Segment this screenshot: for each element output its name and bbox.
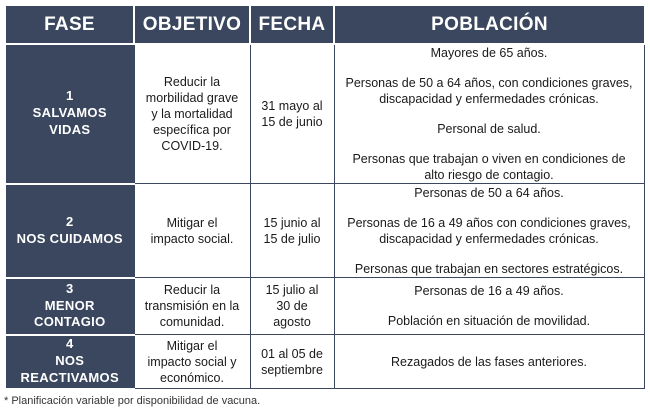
objetivo-line: específica por: [153, 123, 231, 137]
fecha-line: 30 de: [276, 299, 308, 313]
objetivo-line: Mitigar el: [166, 338, 218, 353]
footnote: * Planificación variable por disponibili…: [4, 395, 261, 407]
phase-cell: 3 MENOR CONTAGIO: [6, 277, 134, 336]
poblacion-item: Personas que trabajan o viven en condici…: [352, 152, 626, 182]
poblacion-item: Mayores de 65 años.: [430, 46, 548, 60]
objetivo-line: económico.: [160, 370, 224, 385]
poblacion-item: Personal de salud.: [437, 122, 541, 136]
fecha-cell: 31 mayo al 15 de junio: [249, 43, 335, 184]
vaccination-phase-table-container: FASE OBJETIVO FECHA POBLACIÓN 1 SALVAMOS…: [6, 6, 645, 390]
objetivo-line: Mitigar el: [166, 215, 218, 230]
phase-name-line: CONTAGIO: [34, 314, 106, 330]
objetivo-cell: Reducir la morbilidad grave y la mortali…: [133, 43, 251, 184]
table-row: 4 NOS REACTIVAMOS Mitigar el impacto soc…: [6, 334, 645, 390]
phase-name-line: NOS: [55, 353, 85, 369]
objetivo-cell: Mitigar el impacto social.: [133, 183, 251, 278]
phase-name-line: MENOR: [44, 297, 95, 313]
poblacion-item: Personas de 50 a 64 años.: [414, 185, 564, 200]
table-row: 1 SALVAMOS VIDAS Reducir la morbilidad g…: [6, 43, 645, 185]
objetivo-line: y la mortalidad: [151, 107, 233, 121]
poblacion-cell: Mayores de 65 años. Personas de 50 a 64 …: [333, 43, 645, 184]
phase-name-line: REACTIVAMOS: [20, 369, 119, 385]
objetivo-line: Reducir la: [163, 283, 221, 297]
vaccination-phase-table: FASE OBJETIVO FECHA POBLACIÓN 1 SALVAMOS…: [6, 6, 645, 390]
poblacion-item: Población en situación de movilidad.: [387, 314, 591, 328]
objetivo-cell: Reducir la transmisión en la comunidad.: [133, 277, 251, 335]
poblacion-item: Personas que trabajan en sectores estrat…: [354, 261, 624, 276]
objetivo-line: transmisión en la: [144, 299, 240, 313]
fecha-line: agosto: [273, 315, 311, 329]
header-fase: FASE: [6, 6, 134, 45]
header-poblacion: POBLACIÓN: [333, 6, 644, 45]
objetivo-line: impacto social y: [147, 354, 237, 369]
table-row: 2 NOS CUIDAMOS Mitigar el impacto social…: [6, 183, 645, 279]
header-objetivo: OBJETIVO: [133, 6, 250, 45]
fecha-line: 15 julio al: [265, 283, 319, 297]
poblacion-cell: Personas de 50 a 64 años. Personas de 16…: [333, 183, 645, 278]
phase-cell: 1 SALVAMOS VIDAS: [6, 44, 134, 185]
phase-cell: 2 NOS CUIDAMOS: [6, 183, 134, 279]
poblacion-item: Personas de 16 a 49 años con condiciones…: [347, 215, 631, 246]
poblacion-cell: Rezagados de las fases anteriores.: [333, 334, 645, 389]
objetivo-line: Reducir la: [163, 75, 221, 89]
poblacion-item: Personas de 50 a 64 años, con condicione…: [345, 76, 633, 106]
phase-name-line: VIDAS: [49, 122, 91, 138]
fecha-line: 31 mayo al: [261, 99, 323, 113]
phase-number: 1: [65, 88, 74, 104]
table-row: 3 MENOR CONTAGIO Reducir la transmisión …: [6, 277, 645, 336]
fecha-cell: 01 al 05 de septiembre: [249, 334, 335, 389]
poblacion-cell: Personas de 16 a 49 años. Población en s…: [333, 277, 645, 335]
fecha-line: 15 de junio: [261, 115, 323, 129]
fecha-cell: 15 julio al 30 de agosto: [249, 277, 335, 335]
fecha-cell: 15 junio al 15 de julio: [249, 183, 335, 278]
fecha-line: 01 al 05 de: [261, 346, 323, 361]
fecha-line: 15 de julio: [263, 231, 321, 246]
table-header-row: FASE OBJETIVO FECHA POBLACIÓN: [6, 6, 644, 45]
phase-name-line: NOS CUIDAMOS: [16, 230, 123, 246]
phase-number: 4: [65, 336, 74, 352]
phase-cell: 4 NOS REACTIVAMOS: [6, 334, 134, 390]
phase-number: 2: [65, 213, 74, 229]
objetivo-line: COVID-19.: [161, 139, 223, 153]
phase-name-line: SALVAMOS: [32, 105, 107, 121]
objetivo-cell: Mitigar el impacto social y económico.: [133, 334, 251, 389]
poblacion-item: Personas de 16 a 49 años.: [414, 284, 564, 298]
objetivo-line: comunidad.: [159, 315, 225, 329]
phase-number: 3: [65, 280, 74, 296]
objetivo-line: impacto social.: [150, 231, 234, 246]
fecha-line: septiembre: [261, 362, 323, 377]
objetivo-line: morbilidad grave: [145, 91, 239, 105]
header-fecha: FECHA: [249, 6, 334, 45]
poblacion-item: Rezagados de las fases anteriores.: [391, 354, 587, 369]
fecha-line: 15 junio al: [263, 215, 321, 230]
